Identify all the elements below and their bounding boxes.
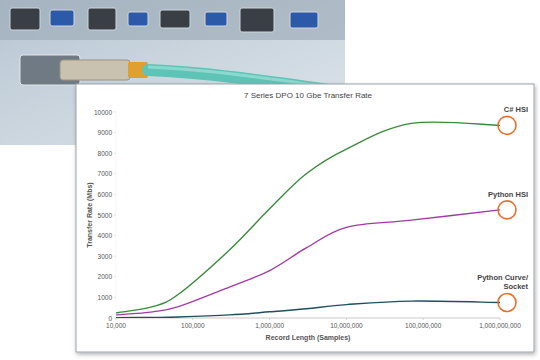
chart-box	[76, 84, 534, 352]
annotation-circle	[498, 294, 516, 312]
y-tick	[114, 215, 116, 216]
title: 7 Series DPO 10 Gbe Transfer Rate	[244, 91, 373, 100]
y-tick-label: 2000	[98, 273, 113, 280]
series-line	[116, 210, 500, 315]
annotation-circle	[498, 116, 516, 134]
y-tick	[114, 235, 116, 236]
y-tick	[114, 132, 116, 133]
x-tick-label: 100,000,000	[405, 322, 442, 329]
x-tick	[192, 318, 193, 320]
y-tick	[114, 276, 116, 277]
port	[128, 12, 148, 26]
series-label: C# HSI	[504, 105, 528, 114]
x-tick-label: 100,000	[181, 322, 205, 329]
series-label: Python HSI	[488, 190, 528, 199]
canvas: 7 Series DPO 10 Gbe Transfer Rate 0 1000 20…	[0, 0, 540, 360]
port	[205, 12, 227, 26]
series-line	[116, 301, 500, 318]
root: 7 Series DPO 10 Gbe Transfer Rate 0 1000 20…	[0, 0, 540, 360]
y-tick-label: 9000	[98, 129, 113, 136]
plot-area	[116, 122, 500, 318]
x-tick	[269, 318, 270, 320]
x-tick	[423, 318, 424, 320]
series-line	[116, 122, 500, 313]
connector	[60, 60, 130, 80]
port	[88, 8, 116, 30]
x-tick	[346, 318, 347, 320]
x-tick-label: 1,000,000,000	[479, 322, 521, 329]
y-tick	[114, 173, 116, 174]
y-tick-label: 3000	[98, 253, 113, 260]
y-tick-label: 0	[108, 315, 112, 322]
port	[10, 8, 40, 30]
x-tick	[116, 318, 117, 320]
port	[160, 10, 190, 28]
port	[50, 10, 74, 26]
y-axis-title: Transfer Rate (Mbs)	[86, 182, 94, 247]
annotation-circle	[498, 201, 516, 219]
axes: 0 1000 2000 3000 4000 5000 6000 7000 8000 9000 100…	[94, 109, 521, 330]
y-tick	[114, 256, 116, 257]
y-tick-label: 1000	[98, 294, 113, 301]
annotations: C# HSI Python HSI Python Curve/Socket	[477, 105, 529, 311]
panel-top	[0, 0, 345, 40]
series-label-line: Python Curve/	[477, 273, 529, 282]
port	[240, 8, 274, 32]
y-tick	[114, 194, 116, 195]
y-tick-label: 4000	[98, 232, 113, 239]
y-tick-label: 5000	[98, 212, 113, 219]
x-tick	[500, 318, 501, 320]
y-tick-label: 8000	[98, 150, 113, 157]
y-tick-label: 10000	[94, 109, 112, 116]
x-tick-label: 10,000,000	[330, 322, 363, 329]
series-label-line: Socket	[503, 282, 528, 291]
x-axis-title: Record Length (Samples)	[266, 334, 351, 342]
y-tick-label: 6000	[98, 191, 113, 198]
y-tick-label: 7000	[98, 170, 113, 177]
y-tick	[114, 112, 116, 113]
y-axis-line	[116, 112, 117, 318]
series-label: Python Curve/Socket	[477, 273, 529, 291]
port	[290, 12, 318, 28]
y-tick	[114, 297, 116, 298]
y-tick	[114, 153, 116, 154]
x-tick-label: 1,000,000	[255, 322, 284, 329]
x-tick-label: 10,000	[106, 322, 126, 329]
